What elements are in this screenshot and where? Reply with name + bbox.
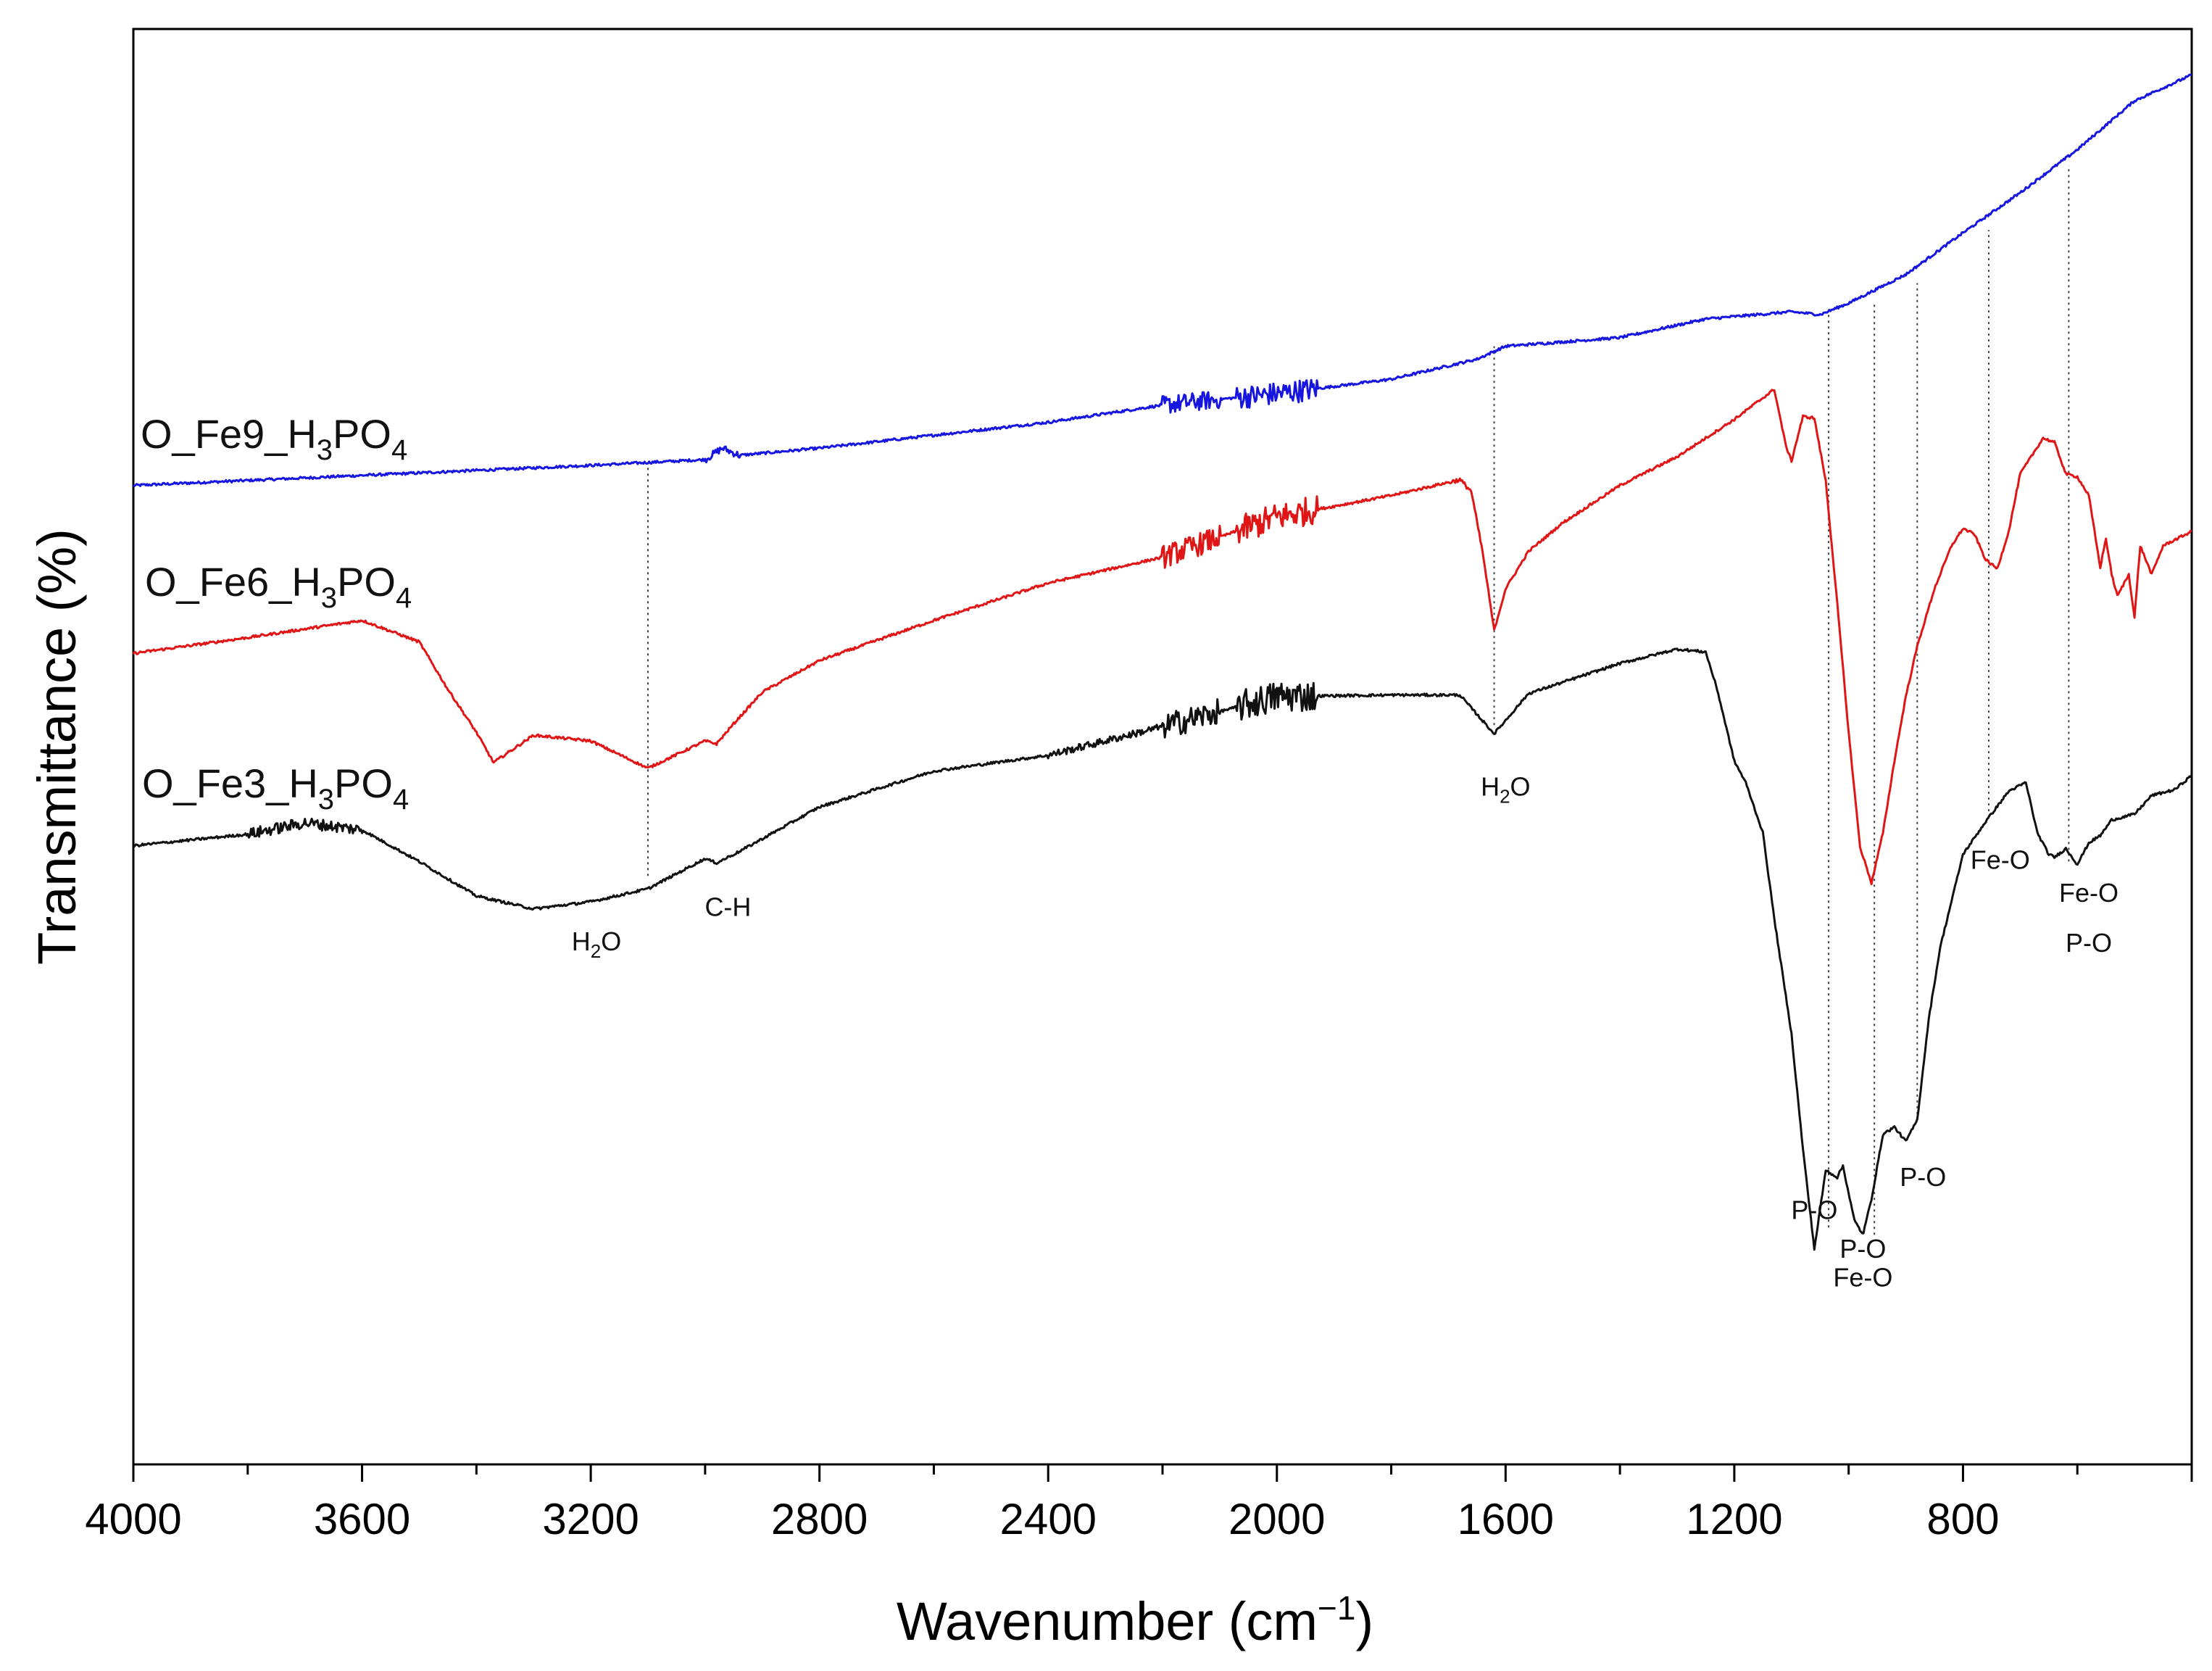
series-label: O_Fe3_H3PO4 — [142, 760, 409, 816]
series-label: O_Fe6_H3PO4 — [145, 559, 412, 614]
series-group — [132, 73, 2193, 1251]
series-label: O_Fe9_H3PO4 — [141, 411, 407, 466]
peak-annotation: Fe-O — [1971, 845, 2030, 874]
peak-annotation: C-H — [704, 892, 751, 922]
x-tick-label: 2400 — [999, 1495, 1096, 1543]
x-axis-title: Wavenumber (cm−1) — [897, 1589, 1373, 1651]
guide-lines — [647, 165, 2070, 1235]
series-line-O_Fe9_H3PO4 — [133, 73, 2192, 487]
peak-annotation: P-O — [2066, 928, 2112, 958]
x-tick-label: 2000 — [1228, 1495, 1325, 1543]
series-labels: O_Fe9_H3PO4 O_Fe6_H3PO4 O_Fe3_H3PO4 — [141, 411, 412, 816]
peak-annotation: P-O — [1900, 1162, 1946, 1192]
x-tick-label: 2800 — [771, 1495, 868, 1543]
peak-annotation: P-O — [1839, 1234, 1886, 1264]
series-line-O_Fe6_H3PO4 — [132, 389, 2192, 886]
x-tick-label: 1200 — [1686, 1495, 1782, 1543]
peak-annotation: H2O — [572, 926, 621, 962]
peak-annotation: H2O — [1481, 771, 1530, 807]
x-tick-label: 3200 — [542, 1495, 639, 1543]
x-tick-label: 800 — [1926, 1495, 1999, 1543]
x-tick-label: 1600 — [1458, 1495, 1554, 1543]
peak-annotation: Fe-O — [1833, 1262, 1892, 1292]
series-line-O_Fe3_H3PO4 — [133, 647, 2193, 1251]
x-tick-label: 4000 — [85, 1495, 181, 1543]
peak-annotation: Fe-O — [2059, 878, 2119, 908]
peak-annotation: P-O — [1791, 1195, 1837, 1224]
x-ticks: 4000 3600 3200 2800 2400 2000 1600 1200 800 — [85, 1464, 2193, 1543]
y-axis-title: Transmittance (%) — [27, 528, 87, 965]
x-tick-label: 3600 — [314, 1495, 410, 1543]
